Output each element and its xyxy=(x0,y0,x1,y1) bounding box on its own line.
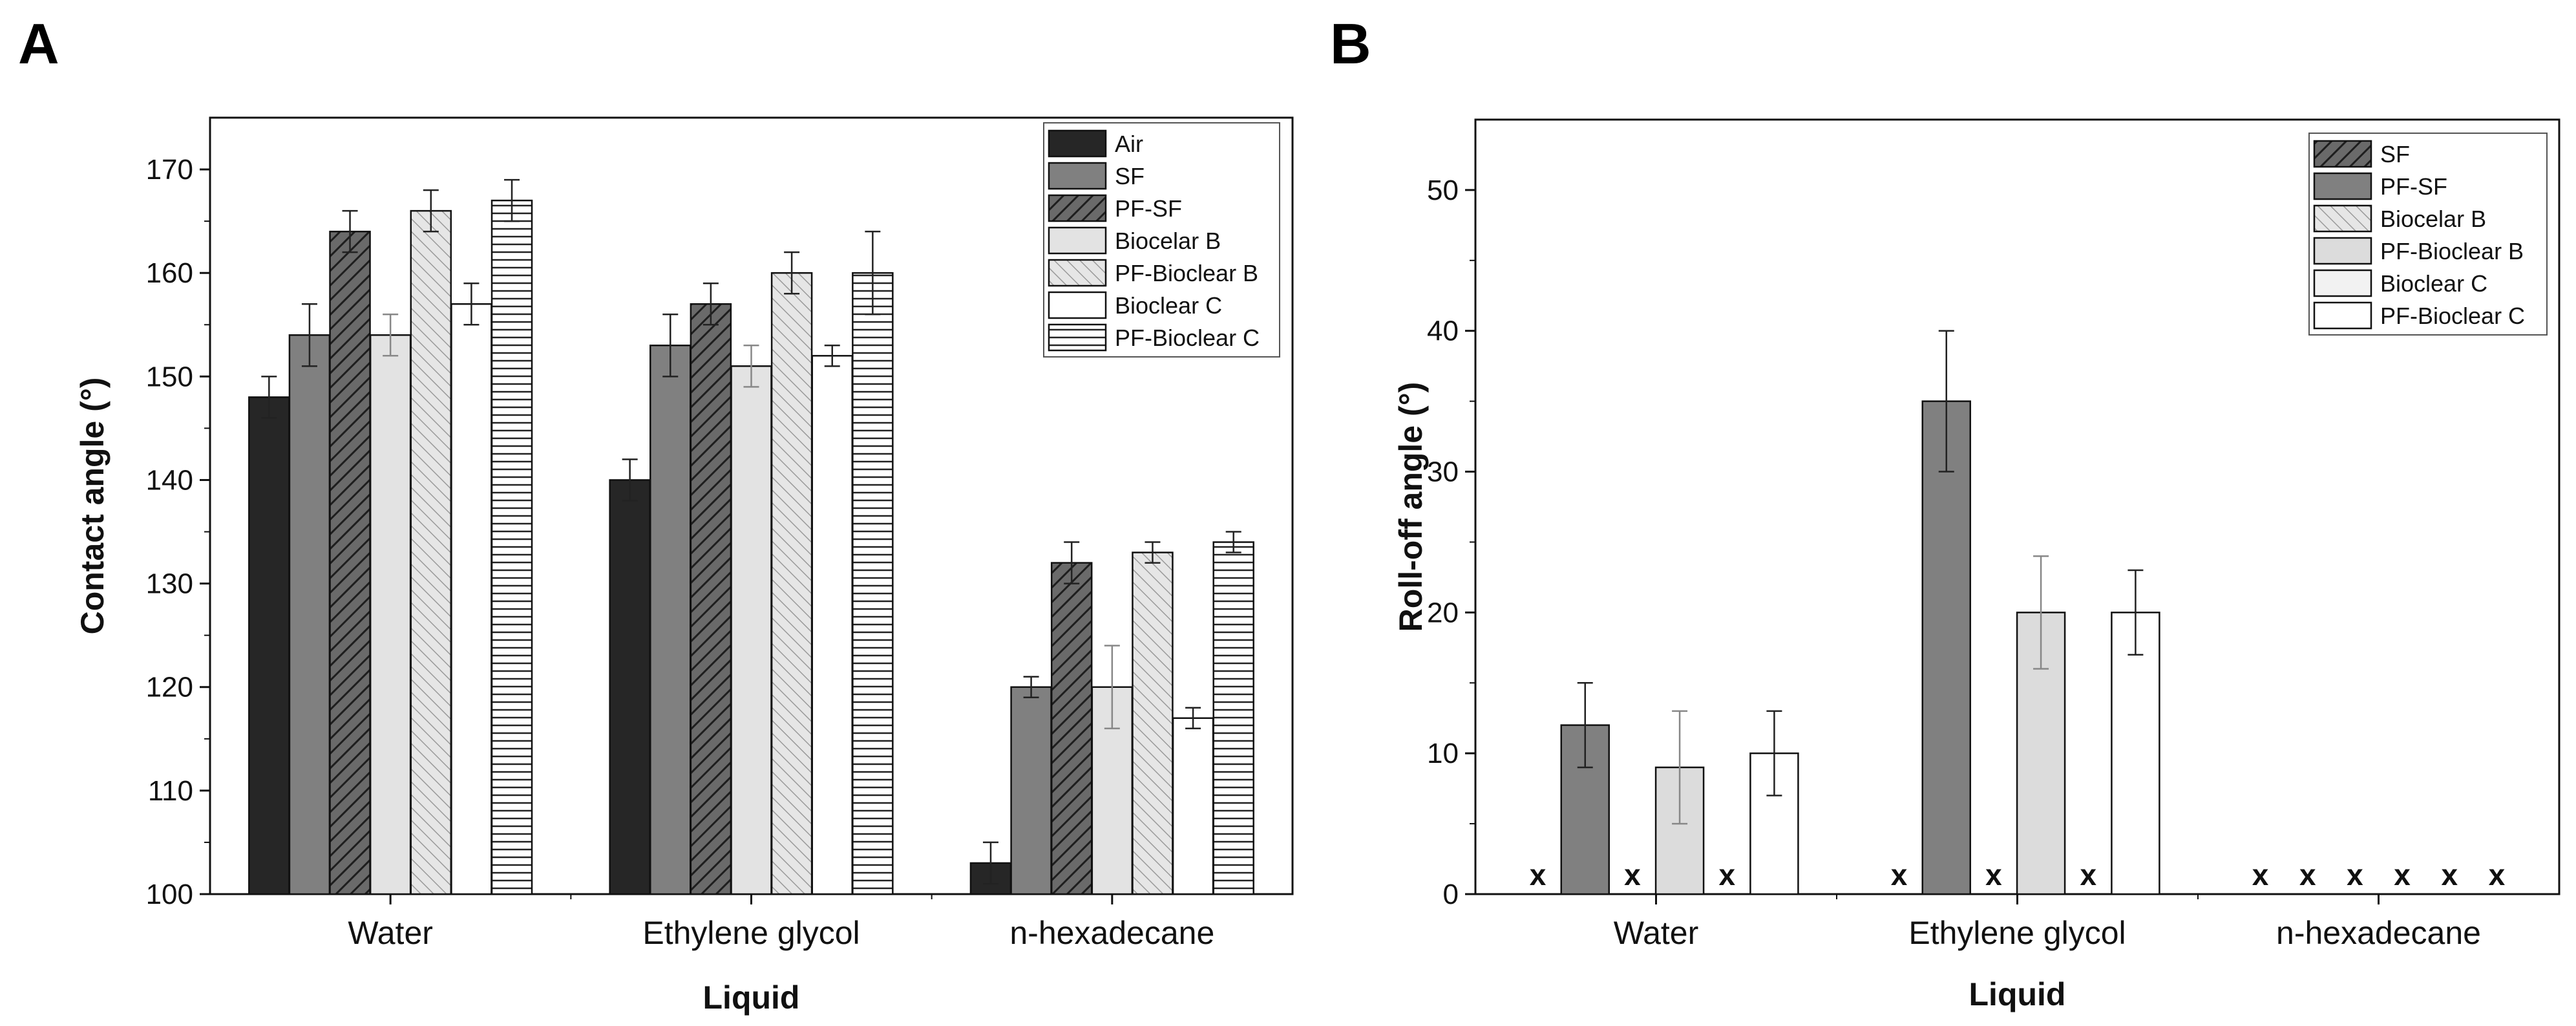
legend-label: Biocelar B xyxy=(2380,206,2486,232)
y-tick-label: 110 xyxy=(148,775,193,807)
y-tick-label: 100 xyxy=(146,879,193,910)
legend-label: SF xyxy=(2380,141,2410,167)
y-tick-label: 130 xyxy=(146,568,193,600)
y-tick-label: 140 xyxy=(146,464,193,496)
legend-label: Bioclear C xyxy=(1115,292,1222,319)
bar xyxy=(329,230,371,895)
legend-swatch xyxy=(2313,269,2372,297)
x-category-label: Water xyxy=(348,915,433,951)
bar xyxy=(1921,400,1971,895)
no-rolloff-marker: x xyxy=(1530,858,1547,892)
x-category-label: n-hexadecane xyxy=(2276,915,2481,951)
bar xyxy=(410,209,452,895)
bar xyxy=(609,479,651,895)
bar xyxy=(852,272,894,895)
bar xyxy=(649,345,692,895)
legend-label: PF-Bioclear C xyxy=(1115,325,1260,351)
bar xyxy=(1132,551,1174,895)
y-tick-label: 40 xyxy=(1427,315,1459,347)
x-category-label: Ethylene glycol xyxy=(642,915,860,951)
bar xyxy=(248,396,290,895)
no-rolloff-marker: x xyxy=(2347,858,2363,892)
bar xyxy=(770,272,813,895)
legend-swatch xyxy=(1048,194,1107,222)
y-tick-label: 30 xyxy=(1427,456,1459,488)
x-category-label: n-hexadecane xyxy=(1009,915,1214,951)
no-rolloff-marker: x xyxy=(1718,858,1735,892)
bar xyxy=(730,365,772,895)
no-rolloff-marker: x xyxy=(2441,858,2458,892)
bar xyxy=(1050,562,1093,895)
bar xyxy=(1654,766,1705,895)
bar xyxy=(690,303,732,895)
bar xyxy=(288,334,331,895)
legend-swatch xyxy=(1048,291,1107,319)
y-tick-label: 50 xyxy=(1427,175,1459,206)
y-tick-label: 0 xyxy=(1443,879,1459,910)
legend-label: PF-Bioclear B xyxy=(2380,238,2524,264)
legend-swatch xyxy=(2313,172,2372,200)
no-rolloff-marker: x xyxy=(2252,858,2269,892)
legend-label: Air xyxy=(1115,131,1143,157)
y-tick-label: 20 xyxy=(1427,597,1459,628)
legend-label: PF-Bioclear B xyxy=(1115,260,1258,286)
y-tick-label: 120 xyxy=(146,672,193,703)
x-category-label: Water xyxy=(1614,915,1699,951)
legend-label: PF-Bioclear C xyxy=(2380,303,2525,329)
chart-panel-b: 0 10 20 30 40 50 Water Ethylene glycol n-hexadec… xyxy=(1393,118,2560,1012)
legend-swatch xyxy=(1048,162,1107,190)
y-tick-label: 160 xyxy=(146,257,193,289)
legend-swatch xyxy=(2313,204,2372,233)
bar xyxy=(1172,717,1214,895)
legend-swatch xyxy=(1048,226,1107,255)
no-rolloff-marker: x xyxy=(2299,858,2316,892)
x-axis-title: Liquid xyxy=(703,979,800,1016)
no-rolloff-marker: x xyxy=(2080,858,2096,892)
legend-swatch xyxy=(2313,237,2372,265)
no-rolloff-marker: x xyxy=(1624,858,1641,892)
legend-swatch xyxy=(1048,323,1107,352)
bar xyxy=(811,355,853,895)
bar xyxy=(1212,541,1254,895)
legend-swatch xyxy=(2313,140,2372,168)
x-axis-title: Liquid xyxy=(1969,976,2066,1012)
panel-label-a: A xyxy=(18,12,59,76)
bar xyxy=(491,199,533,895)
legend-label: PF-SF xyxy=(2380,173,2447,200)
legend-label: PF-SF xyxy=(1115,195,1182,222)
legend-swatch xyxy=(2313,301,2372,330)
no-rolloff-marker: x xyxy=(1891,858,1908,892)
y-axis-title: Roll-off angle (°) xyxy=(1393,382,1429,632)
bar xyxy=(1010,686,1052,895)
legend-label: Biocelar B xyxy=(1115,228,1221,254)
y-tick-label: 150 xyxy=(146,361,193,392)
y-axis-title: Contact angle (°) xyxy=(74,378,111,635)
panel-label-b: B xyxy=(1330,12,1371,76)
y-tick-label: 170 xyxy=(146,154,193,186)
y-tick-label: 10 xyxy=(1427,738,1459,769)
no-rolloff-marker: x xyxy=(2394,858,2411,892)
x-category-label: Ethylene glycol xyxy=(1908,915,2126,951)
legend-swatch xyxy=(1048,259,1107,287)
bar xyxy=(450,303,492,895)
bar xyxy=(2111,612,2160,895)
legend-label: SF xyxy=(1115,163,1145,189)
legend-label: Bioclear C xyxy=(2380,270,2487,297)
no-rolloff-marker: x xyxy=(2489,858,2506,892)
no-rolloff-marker: x xyxy=(1985,858,2002,892)
bar xyxy=(369,334,412,895)
chart-panel-a: 100 110 120 130 140 150 160 170 Water Ethylene gl… xyxy=(74,116,1294,1016)
legend-swatch xyxy=(1048,129,1107,158)
